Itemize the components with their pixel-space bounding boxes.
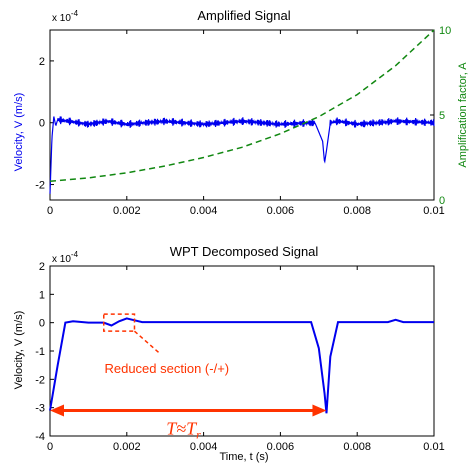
chart2-x-tick-label: 0.002 — [113, 441, 141, 453]
chart1-y-multiplier-base: x 10 — [52, 13, 71, 24]
chart2-y-multiplier-exp: -4 — [71, 250, 79, 259]
wpt-decomposed-chart: WPT Decomposed Signal 0 0.002 0.004 0.006 0.… — [13, 244, 445, 463]
chart2-x-tick-label: 0.004 — [190, 441, 218, 453]
chart2-y-tick-label: -2 — [35, 374, 45, 386]
chart1-y-multiplier-exp: -4 — [71, 9, 79, 18]
chart1-x-axis: 0 0.002 0.004 0.006 0.008 0.01 — [47, 30, 445, 217]
chart1-x-tick-label: 0.002 — [113, 205, 141, 217]
chart2-x-tick-label: 0.008 — [343, 441, 371, 453]
chart2-y-tick-label: 2 — [39, 261, 45, 273]
chart2-series — [49, 317, 434, 414]
chart2-x-tick-label: 0.01 — [423, 441, 444, 453]
period-label-approx: ≈T — [176, 419, 198, 439]
chart2-y-tick-label: -4 — [35, 431, 45, 443]
chart1-y2-axis: 0 5 10 — [430, 25, 451, 207]
chart1-y-tick-label: 0 — [39, 118, 45, 130]
chart2-x-axis: 0 0.002 0.004 0.006 0.008 0.01 — [47, 266, 445, 453]
chart2-annotations: Reduced section (-/+) T≈Tr — [50, 313, 327, 442]
velocity-series-line — [49, 116, 435, 194]
reduced-section-label: Reduced section (-/+) — [104, 361, 229, 376]
chart2-y-tick-label: 1 — [39, 289, 45, 301]
period-label-t: T — [166, 419, 178, 439]
chart1-x-tick-label: 0 — [47, 205, 53, 217]
chart1-x-tick-label: 0.01 — [423, 205, 444, 217]
chart2-x-label: Time, t (s) — [219, 451, 268, 463]
chart2-plot-area — [49, 265, 435, 437]
chart1-y2-tick-label: 0 — [439, 195, 445, 207]
chart2-title: WPT Decomposed Signal — [170, 244, 319, 259]
chart2-y-tick-label: -1 — [35, 346, 45, 358]
chart1-y-label: Velocity, V (m/s) — [13, 93, 25, 172]
chart2-x-tick-label: 0 — [47, 441, 53, 453]
chart1-title: Amplified Signal — [197, 8, 290, 23]
chart1-plot-area — [49, 29, 435, 201]
chart2-y-multiplier: x 10-4 — [52, 250, 79, 265]
chart2-y-tick-label: -3 — [35, 403, 45, 415]
chart1-y2-tick-label: 5 — [439, 110, 445, 122]
chart1-y-tick-label: 2 — [39, 56, 45, 68]
chart1-y2-label: Amplification factor, A — [457, 62, 469, 168]
amplification-series-line — [49, 29, 435, 183]
chart2-y-axis: -4 -3 -2 -1 0 1 2 — [35, 261, 54, 443]
reduced-section-box — [103, 313, 136, 332]
chart2-y-label: Velocity, V (m/s) — [13, 311, 25, 390]
chart1-y-tick-label: -2 — [35, 180, 45, 192]
wpt-velocity-series-line — [49, 317, 434, 414]
reduced-section-leader — [133, 330, 160, 354]
chart1-series — [49, 29, 435, 194]
chart1-x-tick-label: 0.008 — [343, 205, 371, 217]
chart1-y-multiplier: x 10-4 — [52, 9, 79, 24]
period-arrowhead-left — [50, 404, 64, 417]
period-label: T≈Tr — [166, 419, 201, 442]
chart2-y-tick-label: 0 — [39, 318, 45, 330]
amplified-signal-chart: Amplified Signal 0 0.002 0.004 0.006 0.008 0.… — [13, 8, 469, 217]
chart1-x-tick-label: 0.004 — [190, 205, 218, 217]
period-arrowhead-right — [312, 404, 327, 417]
chart2-x-tick-label: 0.006 — [267, 441, 295, 453]
chart1-x-tick-label: 0.006 — [267, 205, 295, 217]
chart2-y-multiplier-base: x 10 — [52, 254, 71, 265]
chart1-y2-tick-label: 10 — [439, 25, 451, 37]
period-label-sub: r — [196, 428, 201, 442]
